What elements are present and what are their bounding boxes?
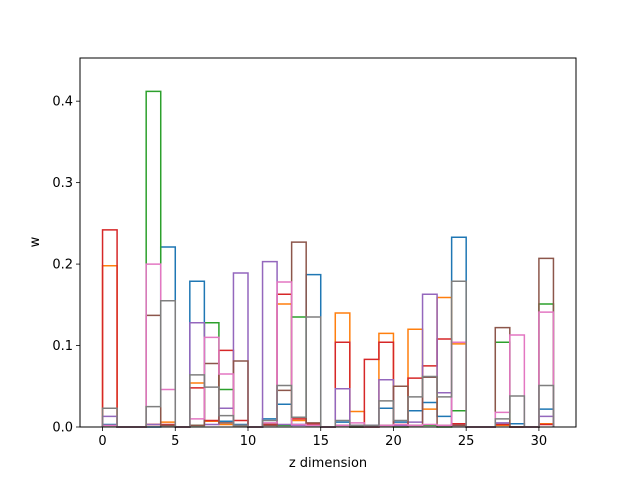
x-tick-label: 30 [531,434,548,449]
y-tick-label: 0.3 [52,176,73,191]
x-tick-label: 25 [458,434,475,449]
y-axis: 0.0 0.1 0.2 0.3 0.4 [52,95,80,436]
y-tick-label: 0.4 [52,95,73,110]
x-tick-label: 5 [171,434,179,449]
x-tick-label: 20 [385,434,402,449]
axes-frame [79,57,577,428]
y-tick-label: 0.2 [52,258,73,273]
x-axis-label: z dimension [289,456,367,471]
y-tick-label: 0.0 [52,421,73,436]
x-tick-label: 15 [312,434,329,449]
x-tick-label: 10 [240,434,257,449]
x-tick-label: 0 [98,434,106,449]
x-axis: 0 5 10 15 20 25 30 [98,427,547,449]
y-axis-label: w [28,236,43,247]
y-tick-label: 0.1 [52,339,73,354]
